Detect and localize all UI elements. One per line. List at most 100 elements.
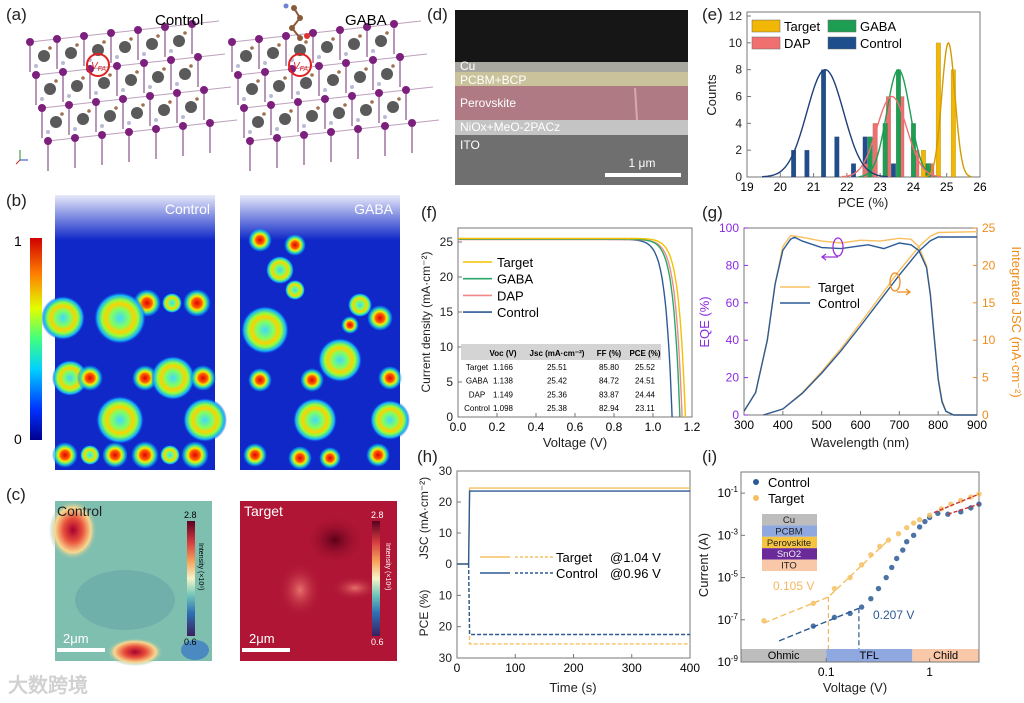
legend-bias-control: @0.96 V [610, 566, 661, 581]
lead-atom [125, 74, 137, 86]
inset-layer-label: SnO2 [777, 549, 801, 560]
iodide-atom [234, 71, 242, 79]
annotation-label: 0.207 V [873, 608, 914, 622]
scale-bar [242, 648, 290, 652]
lead-atom [185, 101, 197, 113]
jv-table-cell: 24.51 [635, 377, 656, 386]
data-point-target [847, 574, 853, 581]
legend-label-control: Control [818, 296, 860, 311]
density-spot [284, 234, 306, 256]
chart-i-x-tick-label: 0.1 [818, 665, 835, 679]
chart-h-y-tick-label: 10 [439, 588, 453, 602]
density-ring [80, 445, 100, 465]
lead-atom [50, 116, 62, 128]
panel-label-c: (c) [6, 485, 26, 504]
data-point-target [877, 543, 883, 550]
jv-table-cell: 24.44 [635, 390, 656, 399]
data-point-control [916, 524, 923, 530]
legend-label-target: Target [556, 550, 593, 565]
legend-label-control: Control [556, 566, 598, 581]
histogram-bar-target [920, 149, 926, 178]
chart-g-y2-tick-label: 15 [982, 296, 996, 310]
chart-i-y-tick-label: 10-5 [718, 570, 739, 585]
data-point-control [910, 532, 917, 539]
chart-g-x-tick-label: 500 [812, 418, 832, 432]
scale-bar [57, 648, 105, 652]
nio-layer [455, 120, 688, 135]
panel-label-e: (e) [702, 5, 723, 24]
lead-atom [321, 41, 333, 53]
iodide-atom [98, 131, 106, 139]
panel-c-target-cbar-max: 2.8 [371, 510, 384, 520]
inset-layer-label: ITO [781, 561, 797, 572]
chart-g-x-tick-label: 800 [928, 418, 948, 432]
density-spot [248, 368, 272, 392]
right-axis-indicator-icon [889, 272, 901, 292]
data-point-control [945, 511, 951, 517]
gaba-crystal: VFA [228, 20, 440, 171]
iodide-atom [71, 134, 79, 142]
iodide-atom [408, 119, 416, 127]
inset-layer-cu [762, 514, 817, 526]
legend-label-gaba: GABA [497, 272, 533, 287]
iodide-atom [396, 53, 404, 61]
region-label-ohmic: Ohmic [768, 650, 800, 662]
jv-table-header-cell: Voc (V) [490, 349, 517, 358]
legend-label-dap: DAP [497, 288, 524, 303]
jv-table-cell: 84.72 [599, 377, 620, 386]
iodide-atom [309, 29, 317, 37]
chart-f-y-tick-label: 10 [440, 340, 454, 354]
density-ring [318, 338, 362, 382]
jv-curve-target [458, 237, 687, 418]
iodide-atom [228, 38, 236, 46]
panel-label-g: (g) [702, 203, 723, 222]
lead-atom [333, 107, 345, 119]
density-ring [293, 398, 337, 442]
density-spot [300, 368, 324, 392]
lead-atom [387, 101, 399, 113]
sem-scale-bar [605, 173, 681, 177]
chart-g-eqe: 300 400 500 600 700 800 9000204060801000510152… [697, 221, 1024, 450]
chart-f-y-tick-label: 20 [440, 270, 454, 284]
lead-atom [306, 110, 318, 122]
inset-layer-perovskite [762, 536, 817, 549]
panel-b-colorbar-min: 0 [14, 431, 22, 447]
chart-e-y-tick-label: 2 [735, 143, 742, 157]
chart-h-y-tick-label: 10 [439, 526, 453, 540]
chart-e-y-tick-label: 8 [735, 63, 742, 77]
lead-atom [158, 104, 170, 116]
density-ring [370, 400, 410, 440]
data-point-target [926, 512, 933, 518]
chart-f-x-title: Voltage (V) [543, 435, 607, 450]
region-child [912, 649, 979, 662]
iodide-atom [53, 35, 61, 43]
chart-g-x-tick-label: 700 [889, 418, 909, 432]
iodide-atom [327, 128, 335, 136]
legend-label-target: Target [818, 280, 855, 295]
density-spot [248, 228, 272, 252]
data-point-control [893, 555, 900, 562]
iodide-atom [200, 86, 208, 94]
layer-label-pcbm: PCBM+BCP [460, 73, 526, 87]
iodide-atom [173, 89, 181, 97]
watermark-logo: 大数跨境 [8, 673, 88, 697]
density-ring [94, 292, 146, 344]
density-spot [132, 365, 158, 391]
histogram-bar-target [950, 69, 956, 178]
iodide-atom [354, 125, 362, 133]
density-spot [77, 365, 103, 391]
gaba-density-map [240, 195, 410, 470]
sem-scale-label: 1 μm [629, 156, 656, 170]
chart-h-y-tick-label: 30 [439, 651, 453, 665]
fa-molecule [236, 64, 240, 68]
jv-table-cell: 23.11 [635, 404, 655, 413]
panel-c-target-title: Target [244, 503, 283, 519]
iodide-atom [206, 119, 214, 127]
inset-layer-label: PCBM [775, 526, 803, 537]
chart-g-y-tick-label: 60 [726, 296, 740, 310]
iodide-atom [107, 29, 115, 37]
iodide-atom [179, 122, 187, 130]
chart-e-x-title: PCE (%) [838, 195, 889, 210]
fa-molecule [67, 94, 71, 98]
density-spot [190, 365, 216, 391]
